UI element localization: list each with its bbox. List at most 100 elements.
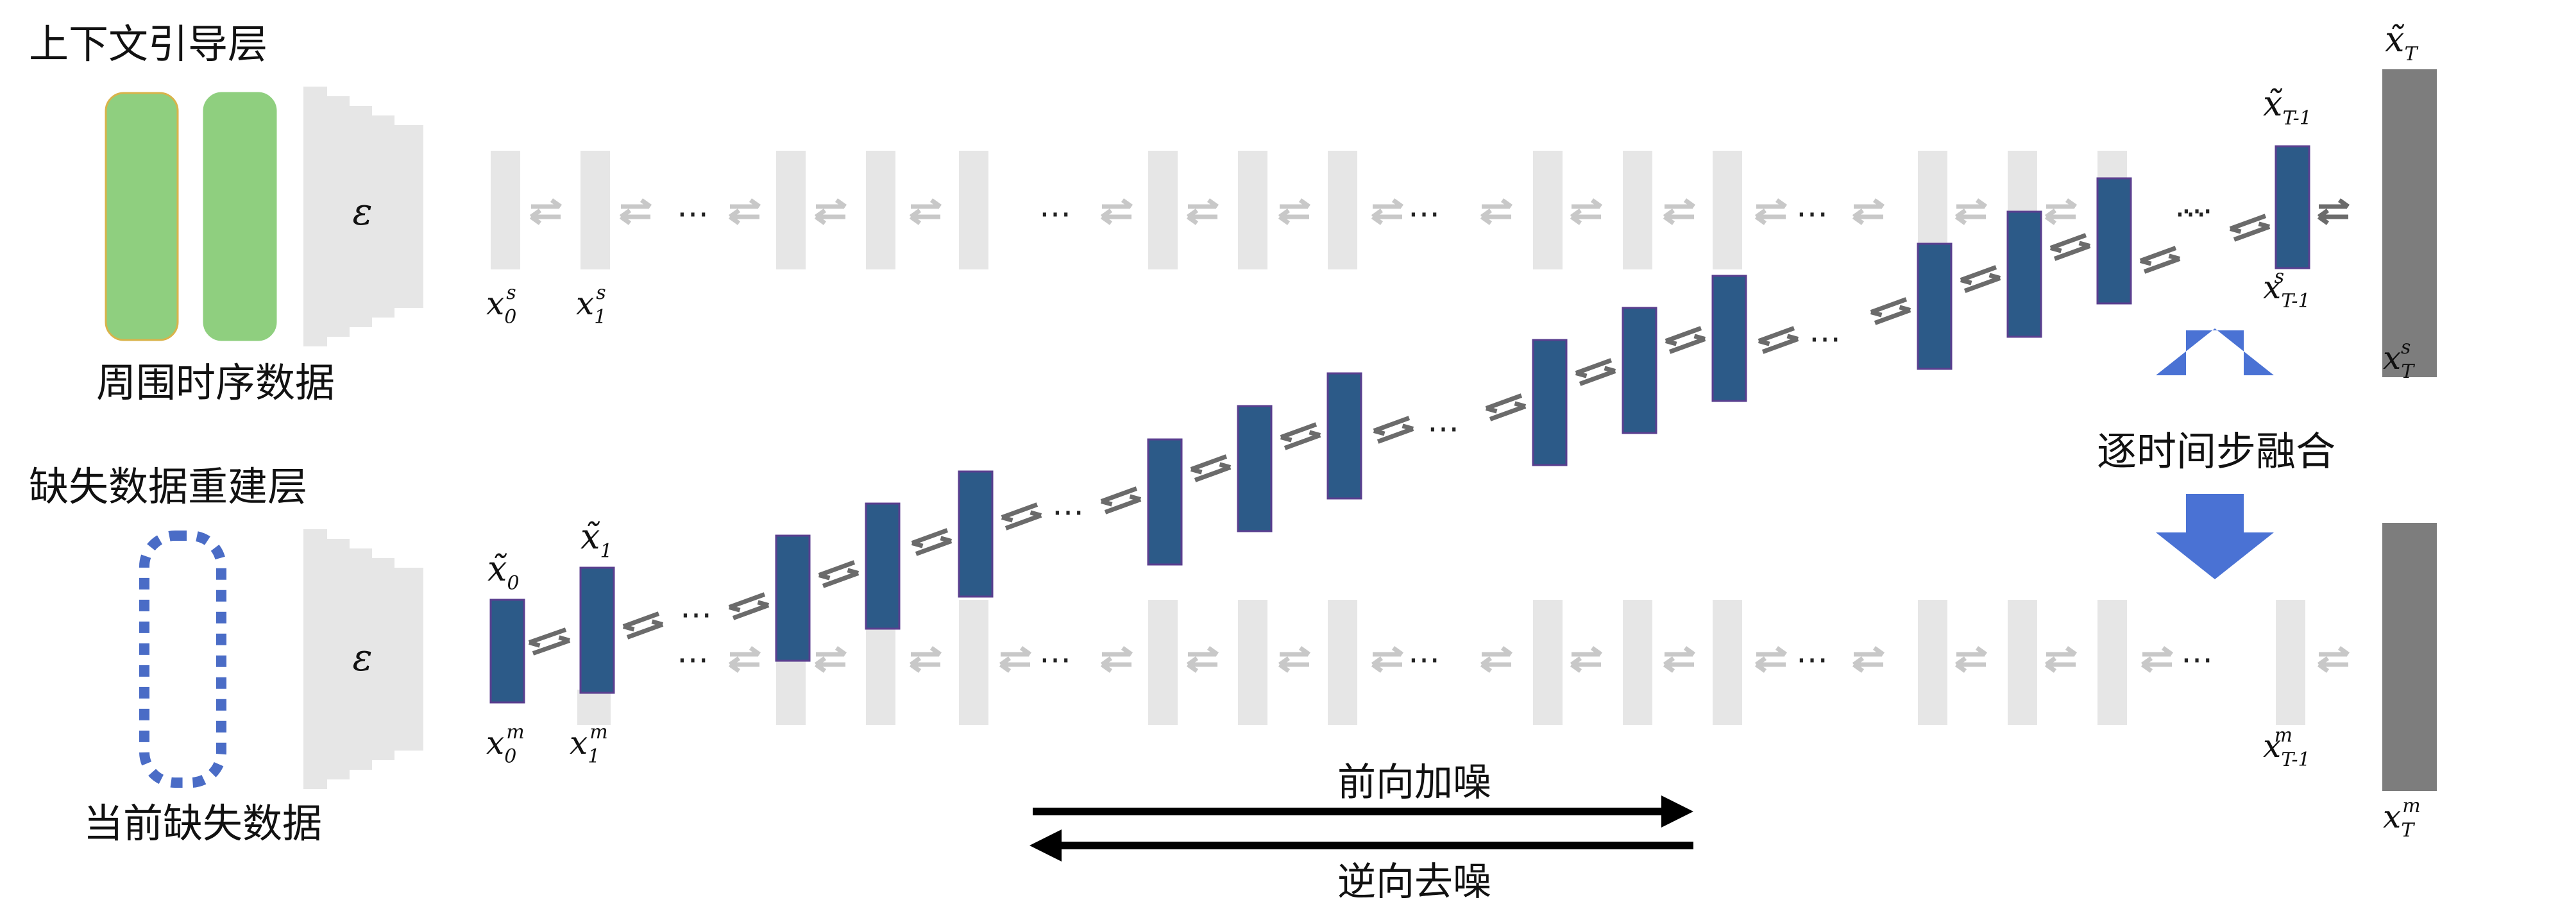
missing-exchange-arrow xyxy=(1954,646,1988,673)
missing-ellipsis: ⋯ xyxy=(1408,641,1440,678)
context-exchange-arrow xyxy=(1371,198,1404,225)
context-step-bar xyxy=(1328,151,1357,269)
reconstruction-exchange-arrow xyxy=(1190,454,1232,482)
forward-noising-label: 前向加噪 xyxy=(1337,760,1491,805)
reconstruction-ellipsis: ⋯ xyxy=(680,596,712,633)
missing-exchange-arrow xyxy=(814,646,847,673)
label-xs0: x0s xyxy=(486,282,516,328)
context-exchange-arrow xyxy=(1278,198,1311,225)
label-xm0: x0m xyxy=(486,721,525,768)
context-step-bar xyxy=(1238,151,1267,269)
missing-step-bar xyxy=(1918,600,1947,725)
reconstruction-exchange-arrow xyxy=(2049,233,2091,261)
context-data-block-1 xyxy=(105,92,179,341)
missing-exchange-arrow xyxy=(1186,646,1219,673)
reconstruction-exchange-arrow xyxy=(1575,358,1616,386)
missing-step-bar xyxy=(1533,600,1563,725)
context-exchange-arrow xyxy=(1954,198,1988,225)
reconstruction-exchange-arrow xyxy=(1373,416,1414,444)
label-xmT1: xT-1m xyxy=(2263,724,2310,771)
missing-step-bar xyxy=(2008,600,2037,725)
reconstruction-bar xyxy=(2275,145,2310,269)
context-exchange-arrow xyxy=(728,198,761,225)
missing-step-bar xyxy=(959,600,988,725)
reconstruction-exchange-arrow xyxy=(818,560,860,588)
encoder-symbol-top: ε xyxy=(352,190,372,234)
label-xsT: xTs xyxy=(2383,336,2415,383)
reconstruction-bar xyxy=(865,502,901,630)
reconstruction-exchange-arrow xyxy=(1485,393,1527,421)
math-labels: x0s x1s xT-1s xTs x̃T-1 x̃T x̃0 x̃1 x0m … xyxy=(486,19,2421,842)
label-xm1: x1m xyxy=(570,721,608,768)
label-xtT: x̃T xyxy=(2385,19,2418,65)
missing-exchange-arrow xyxy=(1754,646,1788,673)
reconstruction-exchange-arrow xyxy=(1001,502,1042,531)
missing-step-bar xyxy=(1623,600,1652,725)
reconstruction-exchange-arrow xyxy=(2229,214,2271,242)
missing-exchange-arrow xyxy=(2140,646,2174,673)
reconstruction-ellipsis: ⋯ xyxy=(1427,410,1459,447)
context-noise-bar xyxy=(2382,69,2437,377)
context-ellipsis: ⋯ xyxy=(1408,195,1440,232)
context-exchange-arrow xyxy=(1186,198,1219,225)
context-step-bar xyxy=(1623,151,1652,269)
context-step-bar xyxy=(1713,151,1742,269)
context-data-block-2 xyxy=(203,92,277,341)
missing-step-bar xyxy=(577,690,611,725)
context-layer-title: 上下文引导层 xyxy=(29,21,267,67)
reconstruction-bar xyxy=(1326,372,1362,500)
reconstruction-exchange-arrow xyxy=(1758,326,1799,354)
missing-exchange-arrow xyxy=(1570,646,1603,673)
reconstruction-bar xyxy=(1622,307,1657,434)
missing-step-bar xyxy=(2276,600,2305,725)
missing-exchange-arrow xyxy=(1663,646,1696,673)
context-ellipsis: ⋯ xyxy=(1039,195,1071,232)
reconstruction-exchange-arrow xyxy=(622,611,664,640)
missing-exchange-arrow xyxy=(999,646,1032,673)
label-xtT1: x̃T-1 xyxy=(2263,83,2312,130)
label-xsT1: xT-1s xyxy=(2263,266,2310,312)
reconstruction-bar xyxy=(1711,275,1747,402)
context-ellipsis: ⋯ xyxy=(2174,195,2207,232)
reconstruction-exchange-arrow xyxy=(1870,297,1911,325)
label-xmT: xTm xyxy=(2383,795,2421,842)
reconstruction-exchange-arrow xyxy=(1280,422,1321,450)
context-exchange-arrow xyxy=(1852,198,1885,225)
reconstruction-ellipsis: ⋯ xyxy=(1809,320,1841,357)
missing-layer-title: 缺失数据重建层 xyxy=(29,463,307,510)
context-step-bar xyxy=(1148,151,1178,269)
context-step-bar xyxy=(491,151,520,269)
reconstruction-bar xyxy=(775,534,811,662)
forward-arrow-head xyxy=(1661,795,1693,828)
missing-exchange-arrow xyxy=(1480,646,1513,673)
context-input-label: 周围时序数据 xyxy=(96,359,335,406)
context-step-bar xyxy=(1533,151,1563,269)
fusion-down-arrow xyxy=(2156,494,2274,579)
context-exchange-arrow xyxy=(529,198,563,225)
missing-ellipsis: ⋯ xyxy=(1796,641,1828,678)
reconstruction-ellipsis: ⋯ xyxy=(2181,192,2213,229)
fusion-label: 逐时间步融合 xyxy=(2097,428,2335,475)
missing-encoder: ε xyxy=(303,529,423,789)
label-xs1: x1s xyxy=(576,282,606,328)
context-step-bar xyxy=(959,151,988,269)
missing-ellipsis: ⋯ xyxy=(677,641,709,678)
missing-step-bar xyxy=(1148,600,1178,725)
reconstruction-exchange-arrow xyxy=(2139,246,2181,274)
reconstruction-exchange-arrow xyxy=(1100,486,1142,514)
reconstruction-exchange-arrow xyxy=(728,592,770,620)
missing-step-bar xyxy=(2097,600,2127,725)
missing-noise-bar xyxy=(2382,523,2437,791)
context-exchange-arrow xyxy=(1663,198,1696,225)
reconstruction-bar xyxy=(1147,438,1183,566)
context-exchange-arrow xyxy=(1100,198,1133,225)
missing-exchange-arrow xyxy=(909,646,942,673)
missing-step-bar xyxy=(1328,600,1357,725)
context-exchange-arrow xyxy=(1570,198,1603,225)
missing-step-bar xyxy=(1238,600,1267,725)
missing-exchange-arrow xyxy=(1852,646,1885,673)
context-ellipsis: ⋯ xyxy=(677,195,709,232)
diffusion-steps: ⋯ ⋯ ⋯ ⋯ ⋯⋯ ⋯ ⋯ ⋯ ⋯⋯⋯⋯⋯⋯ xyxy=(489,145,2350,725)
missing-exchange-arrow xyxy=(1278,646,1311,673)
